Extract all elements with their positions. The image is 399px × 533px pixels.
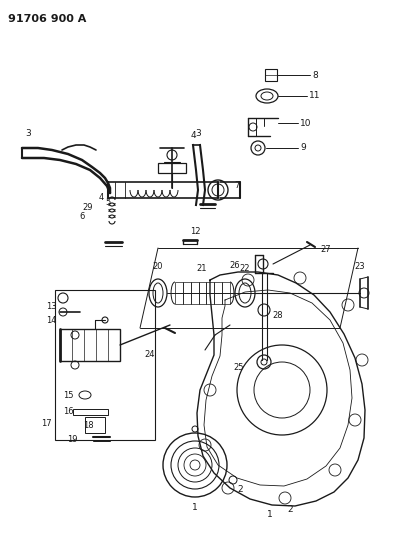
Text: 22: 22 — [240, 264, 250, 273]
Text: 18: 18 — [83, 421, 94, 430]
Text: 11: 11 — [309, 92, 320, 101]
Text: 12: 12 — [190, 227, 200, 236]
Text: 25: 25 — [233, 364, 244, 373]
Text: 1: 1 — [267, 510, 273, 519]
Text: 13: 13 — [46, 302, 57, 311]
Text: 4: 4 — [99, 192, 104, 201]
Bar — [191, 282, 199, 304]
Text: 91706 900 A: 91706 900 A — [8, 14, 86, 24]
Ellipse shape — [261, 92, 273, 100]
Bar — [199, 282, 206, 304]
Text: 8: 8 — [312, 70, 318, 79]
Text: 29: 29 — [83, 204, 93, 213]
Text: 26: 26 — [229, 261, 240, 270]
Text: 14: 14 — [47, 316, 57, 325]
Text: 3: 3 — [25, 129, 31, 138]
Text: 3: 3 — [195, 129, 201, 138]
Text: 27: 27 — [320, 246, 331, 254]
Text: 17: 17 — [41, 418, 52, 427]
Text: 2: 2 — [237, 485, 243, 494]
Text: 15: 15 — [63, 391, 73, 400]
Bar — [55, 290, 155, 440]
Text: 1: 1 — [192, 503, 198, 512]
Text: 6: 6 — [79, 212, 85, 221]
Bar — [60, 329, 120, 361]
Text: 24: 24 — [145, 350, 155, 359]
Text: 5: 5 — [105, 198, 111, 207]
Bar — [73, 409, 108, 415]
Text: 19: 19 — [67, 434, 77, 443]
Bar — [175, 282, 183, 304]
Text: 9: 9 — [300, 143, 306, 152]
Text: 23: 23 — [355, 262, 365, 271]
Text: 21: 21 — [197, 264, 207, 273]
Bar — [183, 282, 191, 304]
Text: 4: 4 — [190, 131, 196, 140]
Text: 28: 28 — [272, 311, 282, 320]
Bar — [265, 69, 277, 81]
Text: 10: 10 — [300, 118, 312, 127]
Bar — [158, 163, 186, 173]
Bar — [85, 417, 105, 433]
Text: 2: 2 — [287, 505, 293, 514]
Text: 20: 20 — [153, 262, 163, 271]
Text: 16: 16 — [63, 408, 74, 416]
Bar — [206, 282, 214, 304]
Bar — [214, 282, 222, 304]
Text: 7: 7 — [234, 182, 239, 190]
Bar — [222, 282, 230, 304]
